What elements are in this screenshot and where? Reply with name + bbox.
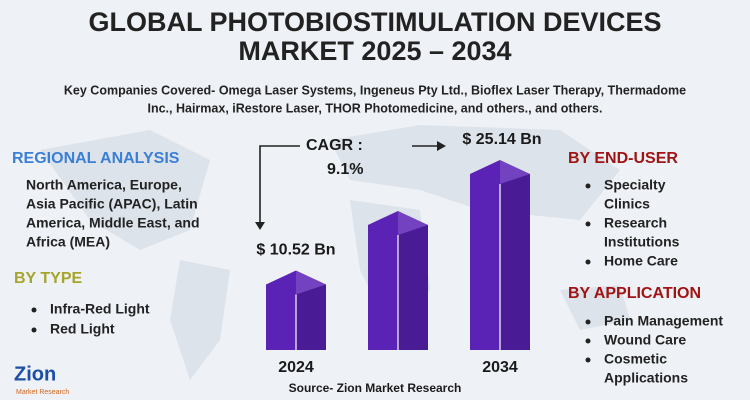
section-heading: BY END-USER [568, 150, 678, 167]
list-item: Specialty [604, 177, 666, 193]
subtitle: Key Companies Covered- Omega Laser Syste… [64, 83, 686, 97]
bullet [31, 327, 37, 333]
bullet [585, 259, 591, 265]
region-text: America, Middle East, and [26, 215, 200, 231]
list-item: Research [604, 215, 667, 231]
section-heading: REGIONAL ANALYSIS [12, 150, 180, 167]
x-tick-label: 2024 [278, 359, 314, 376]
list-item: Infra-Red Light [50, 301, 150, 317]
subtitle: Inc., Hairmax, iRestore Laser, THOR Phot… [148, 101, 603, 115]
bullet [585, 319, 591, 325]
list-item: Wound Care [604, 332, 686, 348]
arrow-head [255, 222, 265, 230]
section-heading: BY TYPE [14, 270, 83, 287]
bar-cap-shade [500, 160, 530, 184]
region-text: Asia Pacific (APAC), Latin [26, 196, 198, 212]
bar-cap-shade [398, 210, 428, 235]
logo-tagline: Market Research [16, 389, 69, 396]
bar-cap [266, 270, 326, 295]
bullet [585, 338, 591, 344]
value-label: $ 10.52 Bn [256, 242, 335, 259]
value-label: $ 25.14 Bn [462, 131, 541, 148]
title: MARKET 2025 – 2034 [238, 36, 511, 66]
list-item: Red Light [50, 321, 115, 337]
bar-cap [368, 210, 428, 235]
bar-shade [500, 174, 530, 350]
region-text: North America, Europe, [26, 177, 182, 193]
bar-shade [398, 224, 428, 350]
region-text: Africa (MEA) [26, 234, 110, 250]
cagr-value: 9.1% [327, 161, 363, 178]
bar-cap-shade [296, 270, 326, 295]
title: GLOBAL PHOTOBIOSTIMULATION DEVICES [88, 7, 661, 37]
arrow-head [437, 141, 446, 151]
x-tick-label: 2034 [482, 359, 518, 376]
list-item: Cosmetic [604, 351, 667, 367]
list-item: Pain Management [604, 313, 723, 329]
bullet [585, 357, 591, 363]
list-item: Institutions [604, 234, 680, 250]
list-item: Applications [604, 370, 688, 386]
bar-shade [296, 284, 326, 350]
list-item: Clinics [604, 196, 650, 212]
list-item: Home Care [604, 253, 678, 269]
cagr-label: CAGR : [306, 137, 363, 154]
bullet [585, 183, 591, 189]
bullet [585, 221, 591, 227]
bar-cap [470, 160, 530, 184]
bullet [31, 307, 37, 313]
section-heading: BY APPLICATION [568, 285, 701, 302]
source: Source- Zion Market Research [289, 381, 462, 395]
arrow [259, 145, 300, 228]
logo: Zion [14, 363, 56, 385]
